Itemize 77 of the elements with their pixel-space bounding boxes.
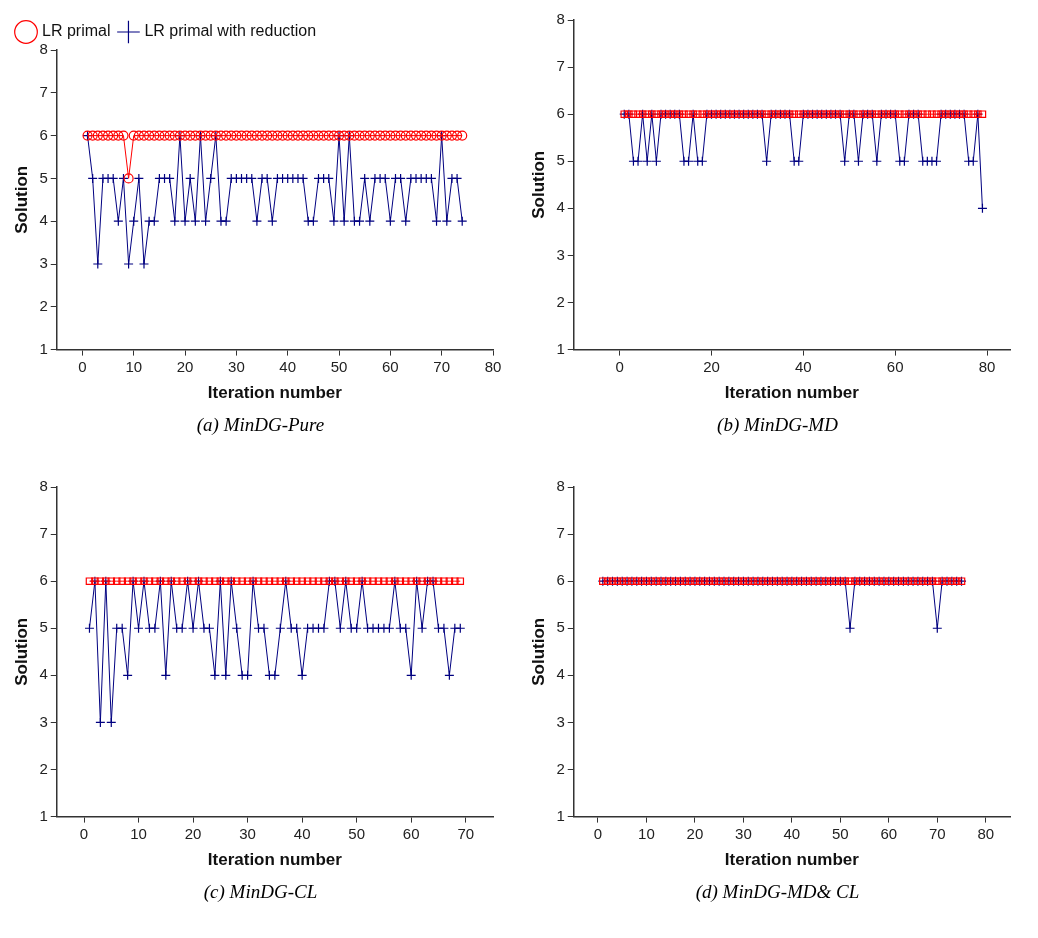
x-axis-title: Iteration number	[724, 383, 860, 403]
y-tick-label: 8	[39, 40, 48, 58]
x-tick-label: 40	[783, 824, 801, 842]
y-tick-label: 8	[39, 477, 48, 495]
x-tick-label: 0	[78, 357, 87, 375]
y-tick-label: 5	[39, 168, 48, 186]
x-tick-label: 30	[239, 824, 256, 842]
y-tick-label: 1	[39, 806, 48, 824]
y-tick-label: 8	[556, 477, 565, 495]
y-tick-label: 6	[556, 571, 565, 589]
x-tick-label: 80	[978, 357, 996, 375]
y-tick-label: 4	[39, 211, 48, 229]
x-tick-label: 10	[638, 824, 655, 842]
x-axis-title: Iteration number	[724, 850, 860, 870]
x-tick-label: 10	[125, 357, 143, 375]
text: (b) MinDG-MD	[716, 414, 839, 436]
y-tick-label: 2	[556, 292, 565, 310]
x-tick-label: 80	[977, 824, 995, 842]
y-tick-label: 2	[556, 759, 565, 777]
x-tick-label: 40	[293, 824, 311, 842]
y-tick-label: 3	[39, 254, 48, 272]
y-tick-label: 1	[39, 339, 48, 357]
x-tick-label: 60	[382, 357, 399, 375]
x-tick-label: 70	[457, 824, 475, 842]
x-tick-label: 20	[703, 357, 720, 375]
y-tick-label: 1	[556, 339, 565, 357]
x-tick-label: 50	[330, 357, 348, 375]
y-tick-label: 7	[556, 524, 565, 542]
x-tick-label: 60	[880, 824, 898, 842]
y-tick-label: 8	[556, 10, 565, 28]
x-tick-label: 20	[176, 357, 194, 375]
x-tick-label: 60	[402, 824, 420, 842]
y-tick-label: 7	[39, 524, 48, 542]
x-tick-label: 80	[484, 357, 502, 375]
text: (a) MinDG-Pure	[195, 414, 326, 436]
y-tick-label: 4	[556, 665, 565, 683]
x-tick-label: 50	[348, 824, 366, 842]
x-tick-label: 40	[795, 357, 812, 375]
x-tick-label: 60	[886, 357, 904, 375]
x-tick-label: 70	[433, 357, 451, 375]
x-tick-label: 70	[928, 824, 946, 842]
x-tick-label: 20	[686, 824, 704, 842]
y-tick-label: 2	[39, 296, 48, 314]
x-tick-label: 50	[832, 824, 849, 842]
x-tick-label: 40	[279, 357, 297, 375]
y-axis-title: Solution	[528, 150, 548, 219]
y-axis-title: Solution	[528, 617, 548, 686]
y-tick-label: 3	[39, 712, 48, 730]
y-tick-label: 4	[556, 198, 565, 216]
y-tick-label: 6	[39, 571, 48, 589]
y-axis-title: Solution	[11, 165, 31, 234]
x-axis-title: Iteration number	[207, 850, 343, 870]
y-tick-label: 5	[556, 618, 565, 636]
y-tick-label: 6	[39, 125, 48, 143]
y-tick-label: 5	[556, 151, 565, 169]
y-axis-title: Solution	[11, 617, 31, 686]
y-tick-label: 6	[556, 104, 565, 122]
legend-label: LR primal	[42, 22, 111, 40]
y-tick-label: 3	[556, 245, 565, 263]
y-tick-label: 1	[556, 806, 565, 824]
y-tick-label: 5	[39, 618, 48, 636]
x-tick-label: 0	[593, 824, 603, 842]
y-tick-label: 2	[39, 759, 48, 777]
x-tick-label: 30	[735, 824, 752, 842]
y-tick-label: 3	[556, 712, 565, 730]
x-tick-label: 20	[184, 824, 202, 842]
x-tick-label: 0	[79, 824, 89, 842]
x-tick-label: 10	[130, 824, 147, 842]
y-tick-label: 7	[556, 57, 565, 75]
text: (c) MinDG-CL	[202, 881, 319, 903]
x-axis-title: Iteration number	[207, 383, 343, 403]
x-tick-label: 30	[228, 357, 245, 375]
x-tick-label: 0	[615, 357, 624, 375]
legend-label: LR primal with reduction	[144, 22, 317, 40]
y-tick-label: 4	[39, 665, 48, 683]
y-tick-label: 7	[39, 82, 48, 100]
text: (d) MinDG-MD& CL	[694, 881, 861, 903]
